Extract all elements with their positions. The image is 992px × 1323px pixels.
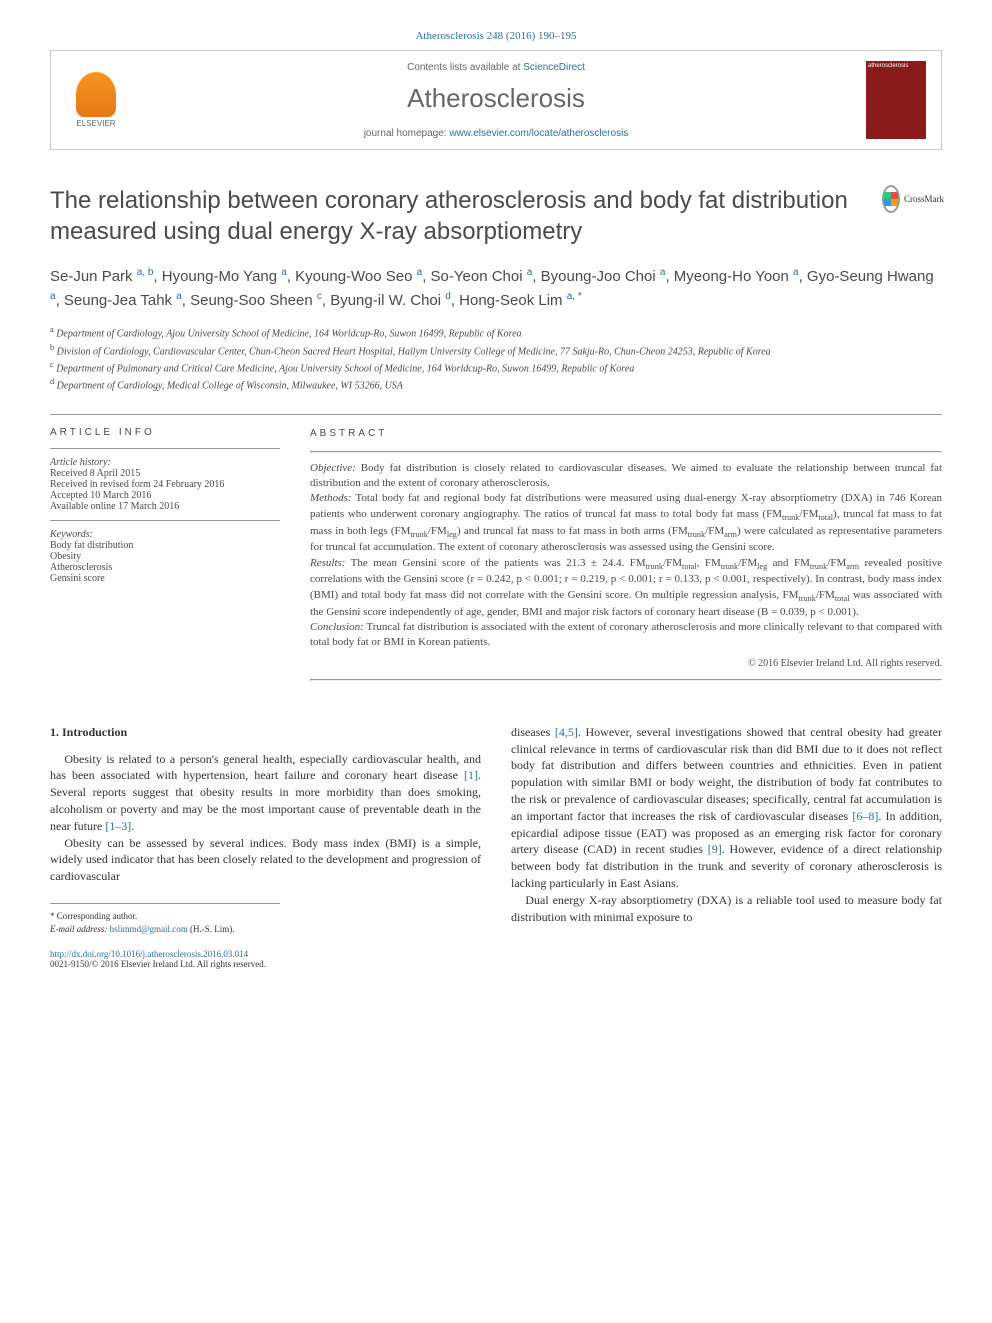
journal-header-box: ELSEVIER Contents lists available at Sci… <box>50 50 942 150</box>
divider <box>310 451 942 453</box>
cover-label: atherosclerosis <box>866 61 926 71</box>
doi-link[interactable]: http://dx.doi.org/10.1016/j.atherosclero… <box>50 949 248 959</box>
corresponding-author-footnote: * Corresponding author. E-mail address: … <box>50 903 280 935</box>
body-paragraph: diseases [4,5]. However, several investi… <box>511 724 942 892</box>
body-paragraph: Dual energy X-ray absorptiometry (DXA) i… <box>511 892 942 926</box>
body-paragraph: Obesity is related to a person's general… <box>50 751 481 835</box>
elsevier-logo[interactable]: ELSEVIER <box>66 65 126 135</box>
revised-date: Received in revised form 24 February 201… <box>50 479 280 490</box>
homepage-link[interactable]: www.elsevier.com/locate/atherosclerosis <box>449 128 628 139</box>
homepage-pre: journal homepage: <box>364 128 450 139</box>
conclusion-text: Truncal fat distribution is associated w… <box>310 621 942 648</box>
issn-copyright: 0021-9150/© 2016 Elsevier Ireland Ltd. A… <box>50 959 942 969</box>
conclusion-label: Conclusion: <box>310 621 364 633</box>
citation-link[interactable]: Atherosclerosis 248 (2016) 190–195 <box>415 30 576 42</box>
keyword: Gensini score <box>50 573 280 584</box>
citation-header: Atherosclerosis 248 (2016) 190–195 <box>50 30 942 42</box>
divider <box>50 448 280 449</box>
homepage-line: journal homepage: www.elsevier.com/locat… <box>126 128 866 139</box>
keyword: Body fat distribution <box>50 540 280 551</box>
elsevier-tree-icon <box>76 72 116 117</box>
results-label: Results: <box>310 557 345 569</box>
corresponding-label: * Corresponding author. <box>50 910 280 923</box>
left-body-column: 1. Introduction Obesity is related to a … <box>50 724 481 935</box>
affiliation-c: c Department of Pulmonary and Critical C… <box>50 359 942 376</box>
affiliation-d: d Department of Cardiology, Medical Coll… <box>50 376 942 393</box>
results-text: The mean Gensini score of the patients w… <box>310 557 942 618</box>
doi-footer: http://dx.doi.org/10.1016/j.atherosclero… <box>50 949 942 969</box>
abstract-column: ABSTRACT Objective: Body fat distributio… <box>310 427 942 689</box>
received-date: Received 8 April 2015 <box>50 468 280 479</box>
keyword: Atherosclerosis <box>50 562 280 573</box>
body-paragraph: Obesity can be assessed by several indic… <box>50 835 481 885</box>
crossmark-icon <box>882 185 900 213</box>
elsevier-name: ELSEVIER <box>76 119 115 128</box>
divider <box>50 414 942 415</box>
abstract-heading: ABSTRACT <box>310 427 942 441</box>
objective-text: Body fat distribution is closely related… <box>310 462 942 489</box>
article-title: The relationship between coronary athero… <box>50 185 882 247</box>
article-info-column: ARTICLE INFO Article history: Received 8… <box>50 427 280 689</box>
body-text: 1. Introduction Obesity is related to a … <box>50 724 942 935</box>
objective-label: Objective: <box>310 462 356 474</box>
keyword: Obesity <box>50 551 280 562</box>
crossmark-label: CrossMark <box>904 194 944 204</box>
divider <box>310 679 942 681</box>
email-label: E-mail address: <box>50 924 107 934</box>
email-suffix: (H.-S. Lim). <box>190 924 235 934</box>
contents-available-line: Contents lists available at ScienceDirec… <box>126 62 866 73</box>
article-info-heading: ARTICLE INFO <box>50 427 280 438</box>
divider <box>50 520 280 521</box>
copyright-line: © 2016 Elsevier Ireland Ltd. All rights … <box>310 657 942 671</box>
methods-text: Total body fat and regional body fat dis… <box>310 492 942 553</box>
journal-cover-thumbnail[interactable]: atherosclerosis <box>866 61 926 139</box>
methods-label: Methods: <box>310 492 352 504</box>
journal-name: Atherosclerosis <box>126 83 866 114</box>
right-body-column: diseases [4,5]. However, several investi… <box>511 724 942 935</box>
affiliations: a Department of Cardiology, Ajou Univers… <box>50 324 942 393</box>
keywords-label: Keywords: <box>50 529 93 540</box>
crossmark-badge[interactable]: CrossMark <box>882 185 942 213</box>
accepted-date: Accepted 10 March 2016 <box>50 490 280 501</box>
sciencedirect-link[interactable]: ScienceDirect <box>523 62 585 73</box>
affiliation-b: b Division of Cardiology, Cardiovascular… <box>50 342 942 359</box>
affiliation-a: a Department of Cardiology, Ajou Univers… <box>50 324 942 341</box>
online-date: Available online 17 March 2016 <box>50 501 280 512</box>
history-label: Article history: <box>50 457 111 468</box>
contents-pre: Contents lists available at <box>407 62 523 73</box>
section-heading-intro: 1. Introduction <box>50 724 481 741</box>
author-email-link[interactable]: hslimmd@gmail.com <box>110 924 188 934</box>
author-list: Se-Jun Park a, b, Hyoung-Mo Yang a, Kyou… <box>50 265 942 312</box>
